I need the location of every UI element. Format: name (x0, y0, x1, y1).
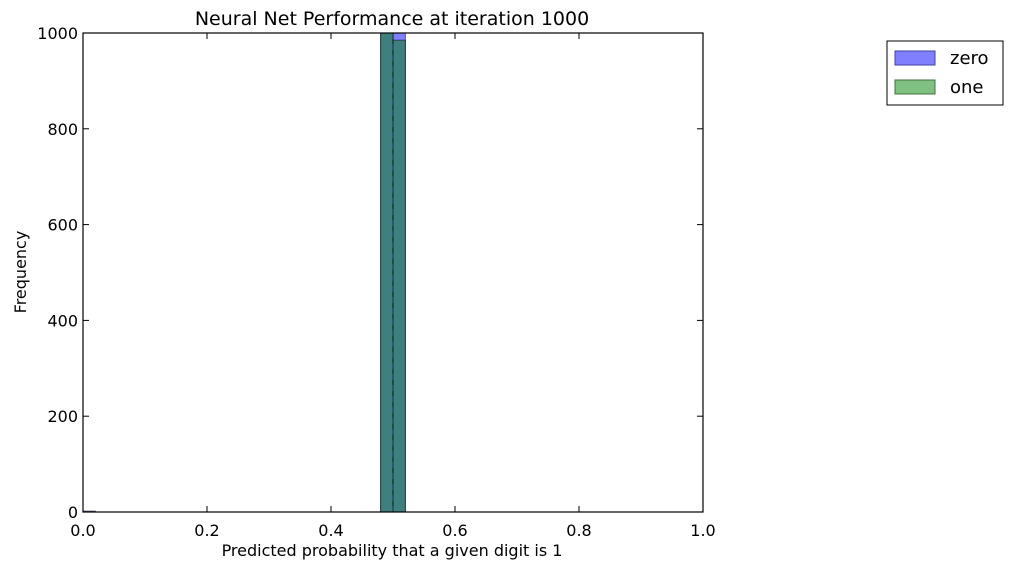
y-tick-label-4: 800 (47, 120, 78, 139)
bar-one-0 (380, 32, 394, 513)
y-tick-label-2: 400 (47, 311, 78, 330)
y-tick-label-5: 1000 (37, 24, 78, 43)
legend-swatch-zero (894, 50, 936, 66)
bar-one-1 (392, 39, 406, 513)
bars (82, 32, 406, 513)
x-axis-label: Predicted probability that a given digit… (222, 541, 563, 560)
x-tick-label-0: 0.0 (70, 521, 95, 540)
legend-label-zero: zero (950, 48, 989, 69)
plot-area: 0.0 0.2 0.4 0.6 0.8 1.0 0 200 400 600 800 1000 (37, 24, 715, 540)
legend-swatch-one (894, 79, 936, 95)
y-tick-label-3: 600 (47, 216, 78, 235)
x-tick-label-1: 0.2 (194, 521, 219, 540)
x-tick-label-3: 0.6 (442, 521, 467, 540)
legend-label-one: one (950, 77, 984, 98)
y-tick-label-1: 200 (47, 407, 78, 426)
ticks: 0.0 0.2 0.4 0.6 0.8 1.0 0 200 400 600 800 1000 (37, 24, 715, 540)
chart-title: Neural Net Performance at iteration 1000 (195, 8, 589, 30)
axes-frame (82, 32, 704, 513)
x-tick-label-2: 0.4 (318, 521, 343, 540)
y-axis-label: Frequency (11, 231, 30, 314)
x-tick-label-5: 1.0 (690, 521, 715, 540)
legend: zero one (886, 40, 1004, 106)
x-tick-label-4: 0.8 (566, 521, 591, 540)
y-tick-label-0: 0 (68, 503, 78, 522)
